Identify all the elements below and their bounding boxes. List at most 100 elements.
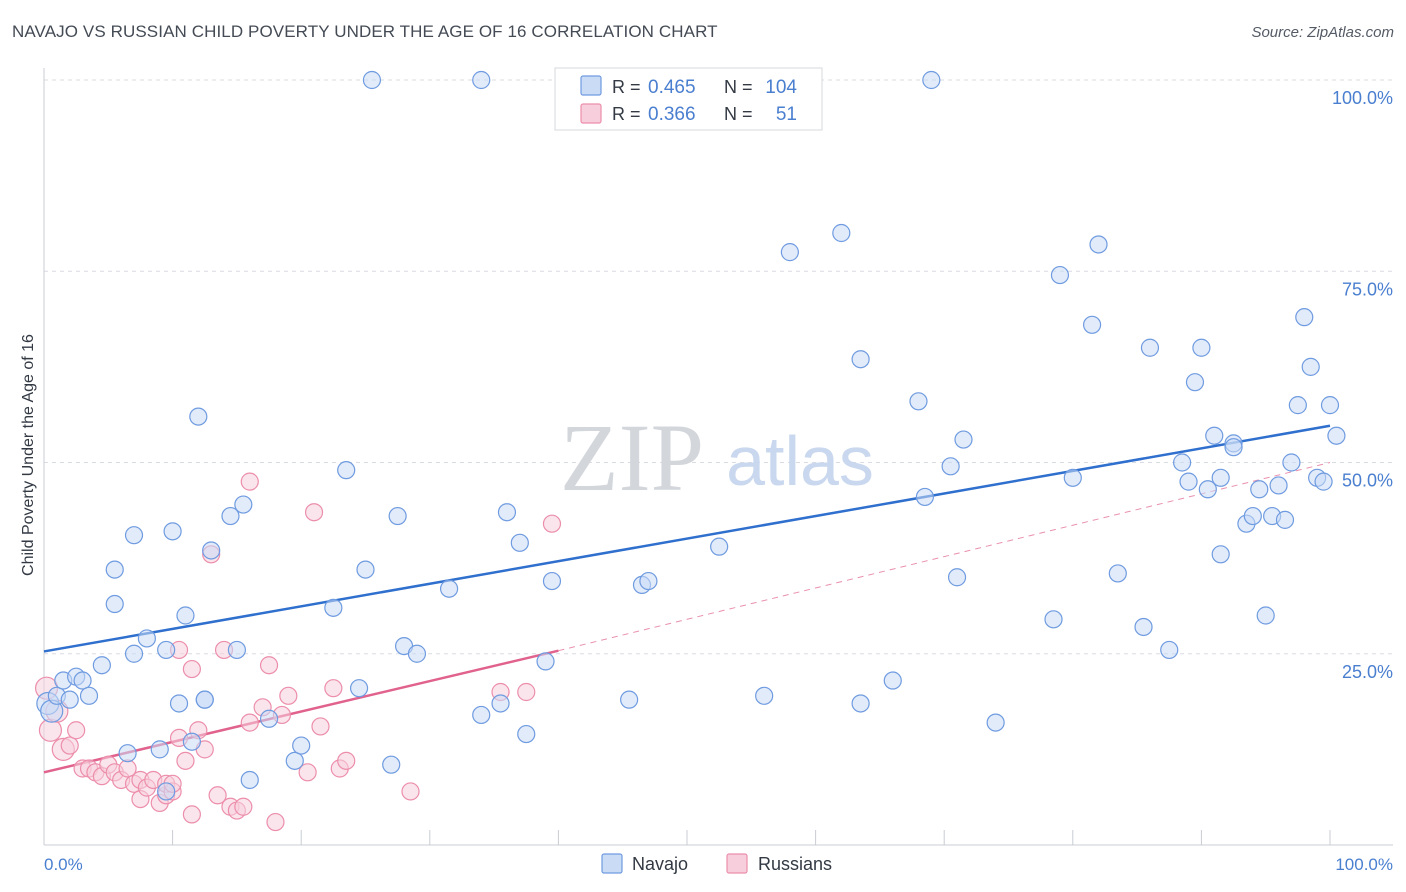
x-tick-label-0: 0.0% (44, 855, 83, 874)
navajo-point (472, 705, 491, 725)
navajo-point (1108, 564, 1127, 583)
y-tick-label-25: 25.0% (1342, 662, 1393, 682)
navajo-point (285, 751, 304, 770)
navajo-point (1327, 426, 1346, 445)
russians-point (176, 751, 195, 770)
russians-points (34, 472, 562, 832)
navajo-point (234, 495, 253, 514)
navajo-point (1224, 438, 1243, 457)
navajo-point (150, 740, 169, 759)
navajo-point (1089, 235, 1108, 254)
legend-russians-label: Russians (758, 854, 832, 874)
navajo-trend-line (43, 424, 1331, 653)
grid-lines (44, 79, 1393, 655)
russians-point (279, 686, 298, 705)
navajo-point (1314, 472, 1333, 491)
navajo-point (1134, 617, 1153, 637)
russians-point (298, 763, 317, 782)
navajo-point (227, 640, 246, 660)
navajo-point (163, 522, 182, 541)
navajo-point (189, 407, 208, 426)
russians-r-label: R = (612, 104, 641, 124)
navajo-n-value: 104 (765, 77, 797, 98)
legend-russians-swatch (726, 853, 748, 874)
watermark-atlas: atlas (726, 422, 874, 500)
navajo-point (1256, 606, 1275, 625)
navajo-point (124, 526, 144, 545)
navajo-point (105, 594, 124, 614)
navajo-point (337, 461, 356, 480)
navajo-point (1173, 453, 1192, 472)
navajo-point (1275, 510, 1295, 529)
navajo-point (92, 656, 111, 675)
navajo-point (407, 644, 427, 663)
navajo-point (1198, 480, 1217, 499)
navajo-point (157, 782, 176, 801)
navajo-r-label: R = (612, 77, 641, 97)
russians-point (234, 797, 253, 816)
navajo-point (1269, 476, 1288, 495)
navajo-point (1211, 468, 1230, 487)
russians-point (240, 713, 259, 732)
navajo-point (1192, 338, 1211, 357)
navajo-point (382, 755, 401, 774)
navajo-point (1301, 357, 1320, 376)
russians-r-value: 0.366 (648, 104, 696, 125)
navajo-point (639, 571, 658, 591)
navajo-point (1050, 265, 1070, 285)
navajo-point (986, 713, 1005, 732)
russians-point (208, 786, 227, 805)
russians-point (266, 812, 285, 832)
navajo-point (118, 744, 137, 763)
y-tick-labels: 25.0% 50.0% 75.0% 100.0% (1332, 88, 1393, 682)
russians-point (517, 682, 536, 702)
navajo-points (36, 70, 1346, 801)
navajo-point (915, 487, 935, 507)
navajo-point (79, 686, 99, 705)
navajo-point (1140, 338, 1160, 357)
navajo-point (182, 732, 201, 751)
russians-point (259, 656, 279, 675)
russians-point (182, 659, 201, 679)
navajo-point (240, 770, 259, 790)
navajo-point (883, 671, 902, 690)
navajo-point (851, 350, 870, 369)
navajo-point (1320, 396, 1340, 415)
russians-point (182, 805, 201, 824)
navajo-point (517, 724, 536, 744)
navajo-point (292, 736, 311, 755)
navajo-point (1295, 308, 1314, 327)
navajo-swatch (580, 75, 602, 96)
navajo-point (169, 694, 189, 713)
navajo-point (356, 560, 375, 579)
zipatlas-watermark: ZIP atlas (560, 404, 874, 511)
y-tick-label-50: 50.0% (1342, 471, 1393, 491)
navajo-point (324, 598, 343, 617)
navajo-point (542, 571, 562, 591)
navajo-point (497, 503, 517, 522)
chart-title: NAVAJO VS RUSSIAN CHILD POVERTY UNDER TH… (12, 22, 718, 41)
navajo-point (1082, 315, 1102, 334)
navajo-point (1211, 545, 1230, 564)
legend-navajo-swatch (601, 853, 623, 874)
navajo-n-label: N = (724, 77, 753, 97)
navajo-point (221, 506, 240, 526)
navajo-point (1160, 640, 1179, 660)
watermark-zip: ZIP (560, 404, 704, 511)
navajo-point (60, 690, 79, 709)
navajo-point (259, 709, 279, 728)
legend-navajo-label: Navajo (632, 854, 688, 874)
navajo-point (105, 560, 124, 579)
russians-point (542, 514, 562, 533)
y-tick-label-75: 75.0% (1342, 279, 1393, 299)
series-legend: Navajo Russians (601, 853, 832, 874)
x-tick-labels: 0.0% 100.0% (44, 855, 1393, 874)
navajo-point (536, 652, 555, 671)
navajo-point (710, 537, 729, 556)
navajo-point (439, 579, 459, 598)
navajo-point (73, 671, 92, 690)
navajo-point (941, 457, 960, 476)
navajo-point (909, 392, 928, 411)
russians-point (304, 503, 324, 522)
